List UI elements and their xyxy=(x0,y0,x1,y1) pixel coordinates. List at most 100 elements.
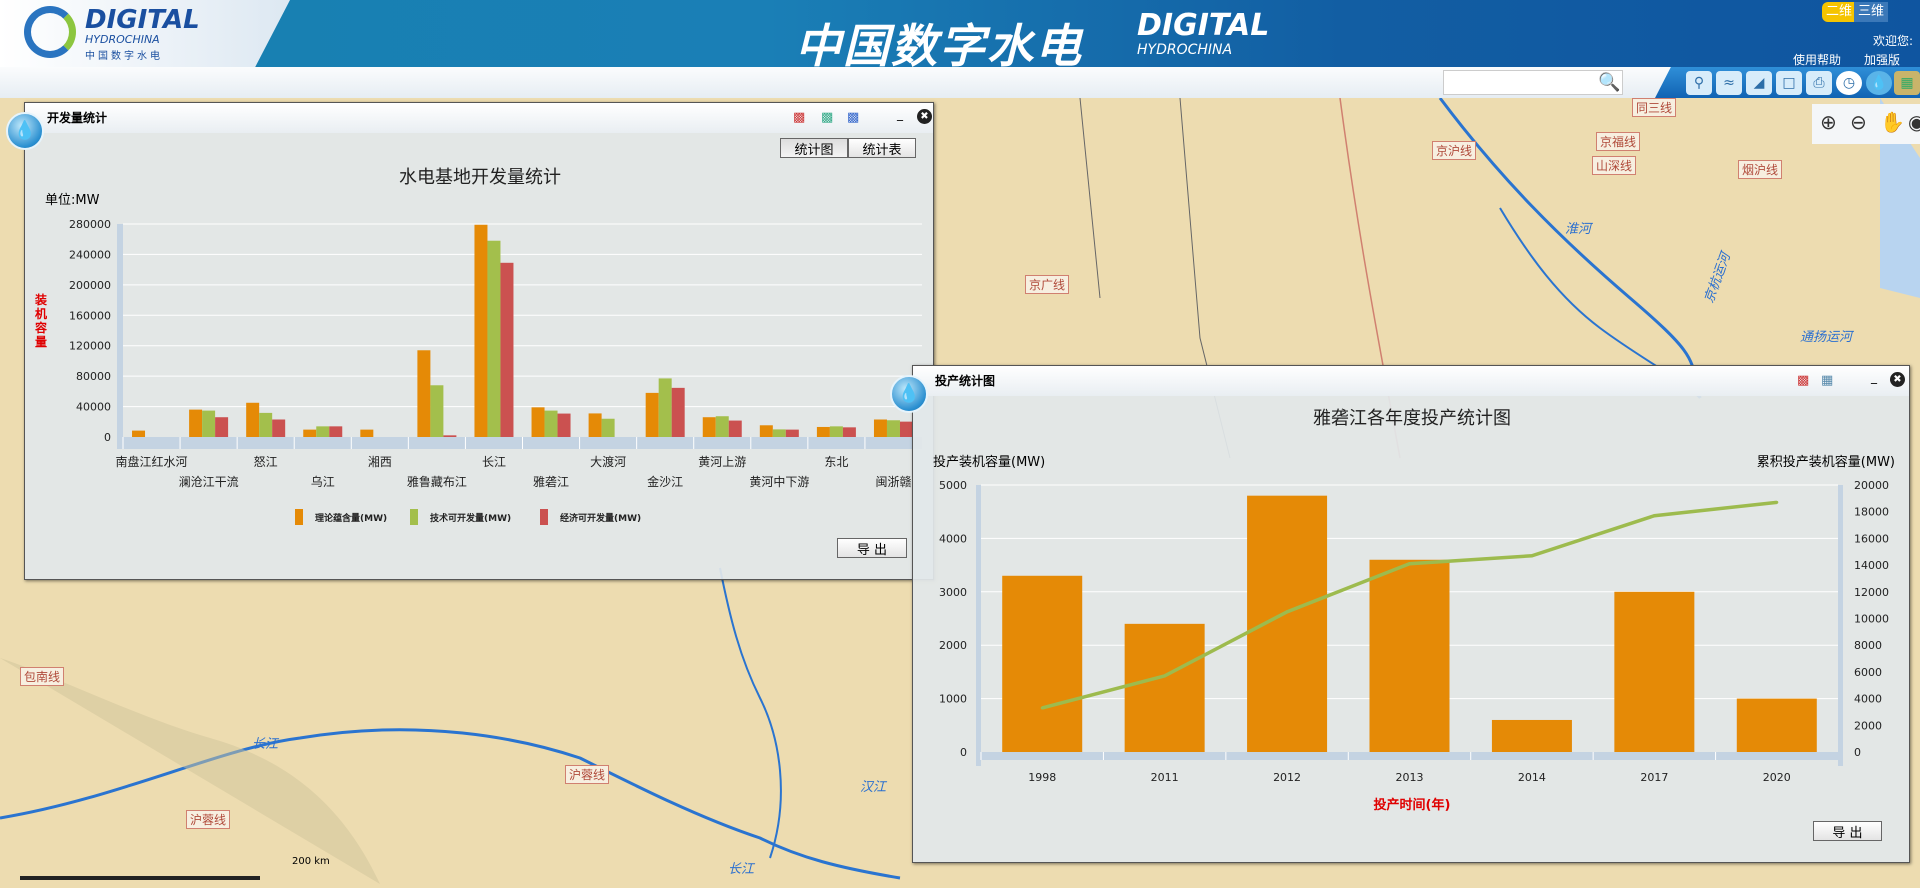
river-label: 通扬运河 xyxy=(1800,330,1853,345)
y2-tick-label: 2000 xyxy=(1854,719,1882,732)
map-label: 同三线 xyxy=(1632,98,1677,117)
zoom-out-icon[interactable]: ⊖ xyxy=(1850,110,1867,134)
y-tick-label: 5000 xyxy=(939,479,967,492)
logo-text: DIGITAL xyxy=(85,5,200,35)
bar xyxy=(1369,559,1450,752)
y-axis xyxy=(976,485,981,766)
line-point xyxy=(1652,514,1656,518)
y-tick-label: 0 xyxy=(104,431,111,444)
help-link[interactable]: 使用帮助 xyxy=(1793,53,1842,67)
y2-tick-label: 14000 xyxy=(1854,559,1889,572)
pan-hand-icon[interactable]: ✋ xyxy=(1880,110,1905,134)
dev-bar-chart: 0 40000 80000 120000 160000 200000 240000 28000… xyxy=(69,218,922,525)
x-tick-label: 黄河中下游 xyxy=(749,474,809,489)
legend-label: 理论蕴含量(MW) xyxy=(315,512,387,524)
y2-tick-label: 10000 xyxy=(1854,613,1889,626)
bar xyxy=(1002,575,1083,752)
table-icon[interactable]: ▦ xyxy=(1821,373,1834,388)
map-label: 京广线 xyxy=(1025,275,1070,294)
map-label: 京福线 xyxy=(1596,132,1641,151)
print-icon[interactable]: ⎙ xyxy=(1806,71,1832,95)
bar-1 xyxy=(430,385,444,437)
logo-swirl-icon xyxy=(24,6,76,58)
search-icon[interactable]: ⚲ xyxy=(1686,71,1712,95)
legend-label: 技术可开发量(MW) xyxy=(430,512,511,524)
minimize-button[interactable]: _ xyxy=(1871,370,1877,384)
close-button[interactable]: ✖ xyxy=(917,109,932,124)
bar-chart-icon[interactable]: ▩ xyxy=(793,110,806,125)
x-tick-label: 2014 xyxy=(1518,771,1546,784)
y-tick-label: 80000 xyxy=(76,370,111,383)
bar-2 xyxy=(443,435,457,437)
map-features xyxy=(0,97,1920,884)
bar-2 xyxy=(272,419,286,437)
x-tick-label: 大渡河 xyxy=(590,454,626,469)
enhanced-link[interactable]: 加强版 xyxy=(1864,53,1901,67)
bar xyxy=(1614,591,1695,752)
bar-1 xyxy=(544,410,558,437)
water-drop-icon[interactable]: 💧 xyxy=(1866,71,1892,95)
bar-2 xyxy=(842,427,856,437)
y2-axis xyxy=(1838,485,1843,766)
bar-chart-icon[interactable]: ▩ xyxy=(821,110,834,125)
y2-tick-label: 16000 xyxy=(1854,532,1889,545)
x-tick-label: 2012 xyxy=(1273,771,1301,784)
bar xyxy=(1736,698,1817,752)
tab-chart[interactable]: 统计图 xyxy=(780,138,848,158)
mode-2d-button[interactable]: 二维 xyxy=(1822,2,1857,22)
bar-0 xyxy=(303,429,317,437)
rss-icon[interactable]: ≈ xyxy=(1716,71,1742,95)
zoom-in-icon[interactable]: ⊕ xyxy=(1820,110,1837,134)
y-tick-label: 1000 xyxy=(939,693,967,706)
x-tick-label: 湘西 xyxy=(368,454,392,469)
bar-2 xyxy=(500,262,514,437)
export-button[interactable]: 导 出 xyxy=(837,538,907,558)
y-tick-label: 3000 xyxy=(939,586,967,599)
line-point xyxy=(1040,706,1044,710)
x-tick-label: 金沙江 xyxy=(647,474,683,489)
tab-table[interactable]: 统计表 xyxy=(848,138,916,158)
bar-1 xyxy=(202,410,216,437)
bar-chart-icon[interactable]: ▩ xyxy=(847,110,860,125)
y2-tick-label: 8000 xyxy=(1854,639,1882,652)
y2-axis-label: 累积投产装机容量(MW) xyxy=(1756,455,1895,470)
compass-icon[interactable]: ◷ xyxy=(1836,71,1862,95)
bar-2 xyxy=(557,413,571,437)
water-drop-icon: 💧 xyxy=(6,112,44,150)
app-title-en-sub: HYDROCHINA xyxy=(1137,42,1233,58)
y-tick-label: 40000 xyxy=(76,401,111,414)
logo-text-cn: 中国数字水电 xyxy=(85,51,163,62)
map-canvas[interactable]: 同三线 京福线 京沪线 山深线 烟沪线 京广线 包南线 沪蓉线 沪蓉线 淮河 京… xyxy=(0,97,1920,884)
legend-swatch xyxy=(295,509,303,525)
y-tick-label: 200000 xyxy=(69,279,111,292)
bar-2 xyxy=(899,421,913,437)
search-input[interactable] xyxy=(1443,70,1623,95)
window-title[interactable]: 开发量统计 xyxy=(25,103,933,133)
bar-chart-icon[interactable]: ▩ xyxy=(1797,373,1810,388)
x-axis-label: 投产时间(年) xyxy=(1373,798,1451,813)
welcome-text: 欢迎您: xyxy=(1873,34,1914,48)
line-point xyxy=(1285,610,1289,614)
map-icon[interactable]: ▦ xyxy=(1894,71,1920,95)
search-icon[interactable]: 🔍 xyxy=(1598,72,1621,93)
globe-icon[interactable]: ◉ xyxy=(1908,110,1920,134)
app-title: 中国数字水电 xyxy=(795,19,1083,73)
x-tick-label: 乌江 xyxy=(311,474,335,489)
x-tick-label: 东北 xyxy=(824,455,848,469)
export-button[interactable]: 导 出 xyxy=(1813,821,1882,841)
y2-tick-label: 18000 xyxy=(1854,506,1889,519)
map-nav-panel xyxy=(1812,104,1920,144)
line-point xyxy=(1530,554,1534,558)
y2-tick-label: 4000 xyxy=(1854,693,1882,706)
bar-2 xyxy=(728,420,742,437)
close-button[interactable]: ✖ xyxy=(1890,372,1905,387)
bar xyxy=(1491,719,1572,752)
ruler-icon[interactable]: ◢ xyxy=(1746,71,1772,95)
minimize-button[interactable]: _ xyxy=(897,107,903,121)
mode-3d-button[interactable]: 三维 xyxy=(1854,2,1889,22)
x-tick-label: 2011 xyxy=(1151,771,1179,784)
map-label: 京沪线 xyxy=(1432,141,1477,160)
window-title[interactable]: 投产统计图 xyxy=(913,366,1909,396)
bar-0 xyxy=(246,402,260,437)
comment-icon[interactable]: □ xyxy=(1776,71,1802,95)
